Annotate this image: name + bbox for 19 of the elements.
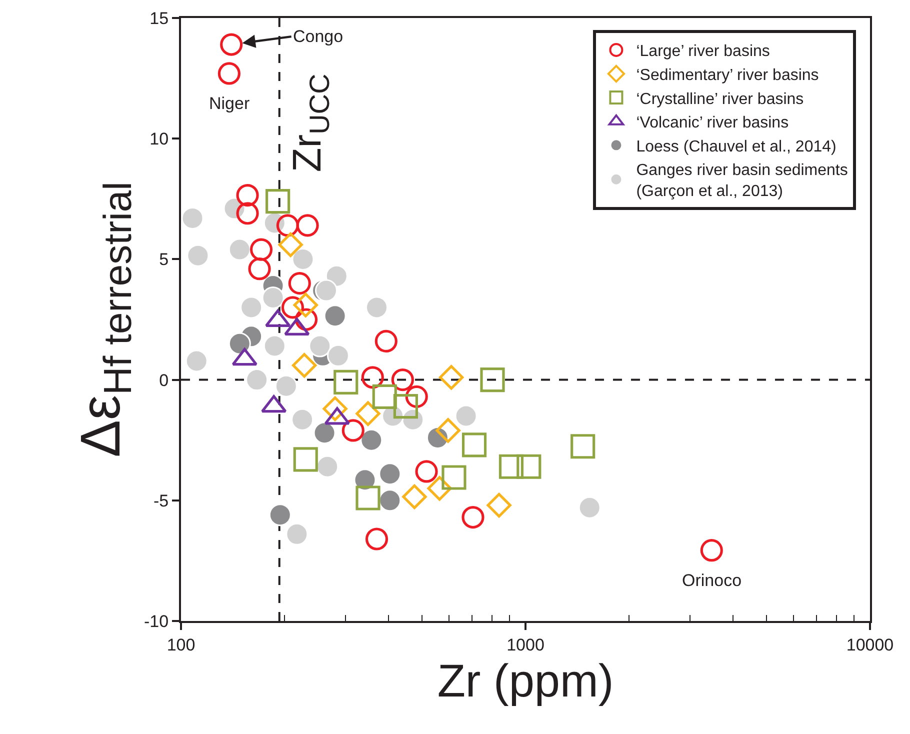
- y-tick-label: 10: [150, 130, 169, 149]
- x-tick-label: 10000: [846, 635, 894, 654]
- x-tick-label: 100: [166, 635, 196, 654]
- y-tick-label: -5: [153, 491, 169, 510]
- legend-label: Loess (Chauvel et al., 2014): [636, 138, 836, 156]
- y-tick-label: 5: [159, 250, 169, 270]
- annotation: Orinoco: [682, 571, 742, 590]
- x-tick-label: 1000: [506, 635, 544, 654]
- legend-label: ‘Large’ river basins: [636, 43, 770, 60]
- annotation: Niger: [209, 94, 250, 113]
- legend-label: ‘Volcanic’ river basins: [636, 114, 789, 132]
- x-axis-title: Zr (ppm): [437, 654, 614, 706]
- annotation: Congo: [293, 27, 344, 46]
- legend-label: ‘Crystalline’ river basins: [636, 90, 804, 108]
- legend-label: ‘Sedimentary’ river basins: [636, 67, 819, 84]
- y-tick-label: 15: [150, 8, 169, 28]
- y-tick-label: -10: [144, 612, 169, 631]
- legend-label: Ganges river basin sediments (Garçon et al., 2013): [636, 162, 848, 200]
- y-tick-label: 0: [159, 370, 169, 390]
